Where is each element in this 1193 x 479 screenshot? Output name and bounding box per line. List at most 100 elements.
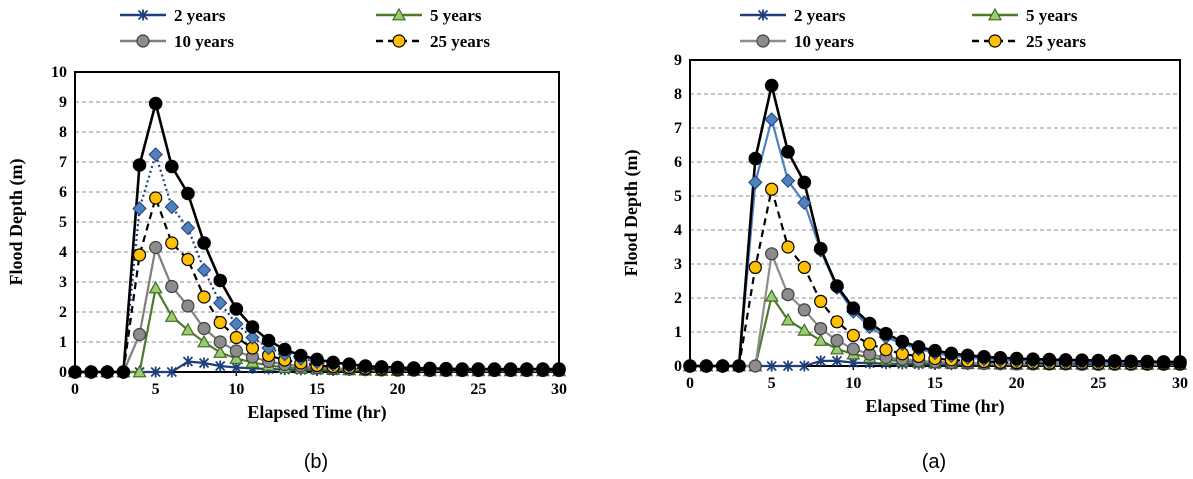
data-point-s5-14 (911, 340, 926, 354)
data-point-s2-10 (846, 342, 860, 356)
data-point-s1-4 (132, 364, 147, 378)
y-tick-label-6: 6 (59, 184, 67, 201)
legend-label-1: 5 years (430, 6, 482, 25)
data-point-s5-15 (310, 352, 324, 367)
y-tick-label-1: 1 (59, 334, 67, 351)
data-point-s5-16 (944, 346, 959, 361)
data-point-s5-2 (100, 365, 115, 379)
data-point-s0-6 (166, 366, 177, 378)
y-tick-label-10: 10 (51, 64, 67, 81)
data-point-s5-13 (895, 334, 910, 349)
legend-swatch-marker-2 (136, 34, 150, 48)
data-point-s5-2 (715, 359, 730, 373)
data-point-s5-22 (1042, 352, 1057, 367)
data-point-s5-24 (455, 362, 470, 376)
data-point-s5-0 (68, 365, 82, 379)
data-point-s5-8 (813, 241, 828, 256)
data-point-s1-8 (197, 334, 212, 348)
data-point-s5-7 (797, 175, 812, 190)
data-point-s2-4 (748, 359, 762, 373)
series-markers-4 (67, 147, 567, 380)
data-point-s0-5 (766, 360, 777, 372)
data-point-s1-5 (148, 280, 163, 294)
legend-swatch-marker-3 (988, 34, 1002, 48)
data-point-s4-7 (797, 195, 812, 211)
x-tick-label-1: 5 (768, 375, 776, 392)
x-tick-label-0: 0 (686, 375, 694, 392)
data-point-s5-12 (261, 333, 276, 348)
data-point-s0-5 (150, 366, 161, 378)
data-point-s5-23 (439, 361, 453, 376)
data-point-s5-20 (1009, 351, 1024, 366)
data-point-s5-21 (1026, 352, 1040, 367)
legend-label-0: 2 years (174, 6, 226, 25)
chart-0: 0 1 2 3 4 5 6 7 8 9 10 0 5 10 15 20 25 30 Elapsed Time (hr… (6, 6, 567, 473)
series-line-4 (75, 153, 559, 374)
data-point-s5-21 (407, 361, 421, 375)
data-point-s5-8 (197, 236, 211, 250)
y-tick-label-5: 5 (674, 188, 682, 205)
data-point-s4-5 (148, 147, 163, 162)
data-point-s3-6 (781, 240, 795, 254)
legend-swatch-marker-1 (391, 7, 407, 21)
data-point-s5-1 (699, 359, 714, 373)
data-point-s2-7 (181, 299, 195, 313)
data-point-s1-5 (764, 289, 779, 302)
data-point-s4-5 (764, 112, 779, 127)
legend-swatch-marker-0 (137, 9, 149, 21)
data-point-s5-4 (132, 158, 147, 172)
data-point-s3-7 (797, 260, 811, 274)
legend-label-0: 2 years (794, 6, 846, 25)
figure-caption: (a) (922, 451, 946, 473)
data-point-s5-16 (326, 355, 340, 370)
data-point-s3-9 (213, 315, 227, 330)
data-point-s5-4 (748, 151, 763, 166)
legend-label-2: 10 years (174, 32, 234, 51)
data-point-s5-0 (683, 359, 697, 373)
data-point-s5-5 (764, 78, 779, 93)
data-point-s5-20 (390, 360, 405, 375)
data-point-s5-6 (781, 145, 795, 159)
data-point-s2-8 (197, 321, 211, 336)
y-tick-label-4: 4 (674, 222, 682, 239)
data-point-s4-7 (180, 220, 196, 236)
y-tick-label-0: 0 (674, 358, 682, 375)
chart-1: 0 1 2 3 4 5 6 7 8 9 0 5 10 15 20 25 30 Elapsed Time (hr) F… (621, 6, 1188, 473)
series-markers-5 (68, 96, 566, 379)
data-point-s4-8 (196, 262, 212, 278)
x-tick-label-4: 20 (390, 381, 406, 398)
data-point-s5-28 (519, 362, 534, 376)
data-point-s5-11 (245, 320, 260, 334)
data-point-s1-7 (797, 323, 812, 336)
data-point-s1-9 (213, 345, 228, 358)
data-point-s5-19 (374, 360, 389, 374)
data-point-s5-7 (181, 186, 195, 201)
data-point-s2-6 (165, 279, 179, 294)
legend-label-3: 25 years (1026, 32, 1086, 51)
legend-label-3: 25 years (430, 32, 490, 51)
y-tick-label-2: 2 (674, 290, 682, 307)
y-tick-label-0: 0 (59, 364, 67, 381)
data-point-s4-4 (748, 175, 763, 190)
legend-swatch-marker-1 (987, 7, 1003, 21)
data-point-s5-30 (1173, 355, 1187, 369)
data-point-s5-28 (1140, 354, 1155, 369)
data-point-s1-6 (164, 309, 179, 322)
data-point-s3-4 (132, 248, 147, 262)
legend-label-1: 5 years (1026, 6, 1078, 25)
data-point-s5-3 (116, 365, 131, 379)
data-point-s5-11 (862, 316, 877, 331)
data-point-s0-9 (215, 360, 226, 372)
data-point-s2-10 (229, 344, 243, 358)
x-tick-label-3: 15 (927, 375, 943, 392)
x-tick-label-6: 30 (1172, 375, 1188, 392)
x-tick-label-2: 10 (228, 381, 244, 398)
data-point-s5-29 (536, 362, 550, 376)
data-point-s5-24 (1075, 353, 1089, 368)
data-point-s4-4 (132, 201, 147, 216)
data-point-s4-9 (212, 295, 228, 311)
series-markers-5 (683, 78, 1187, 373)
data-point-s3-10 (229, 330, 243, 345)
data-point-s5-22 (423, 361, 437, 376)
data-point-s5-10 (229, 302, 244, 316)
